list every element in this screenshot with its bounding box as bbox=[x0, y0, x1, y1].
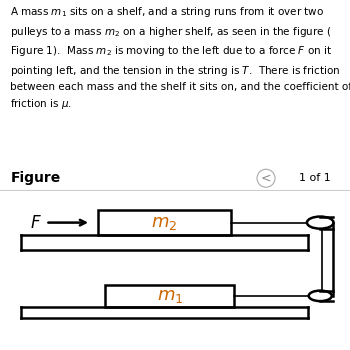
Text: 1 of 1: 1 of 1 bbox=[299, 173, 331, 183]
Bar bbox=[105, 285, 235, 307]
Text: $F$: $F$ bbox=[30, 214, 42, 232]
Text: <: < bbox=[261, 172, 271, 185]
Text: A mass $m_1$ sits on a shelf, and a string runs from it over two
pulleys to a ma: A mass $m_1$ sits on a shelf, and a stri… bbox=[10, 5, 350, 111]
Text: $m_2$: $m_2$ bbox=[151, 214, 178, 232]
Bar bbox=[98, 210, 231, 235]
Text: $m_1$: $m_1$ bbox=[156, 287, 183, 305]
Text: Figure: Figure bbox=[10, 171, 61, 185]
